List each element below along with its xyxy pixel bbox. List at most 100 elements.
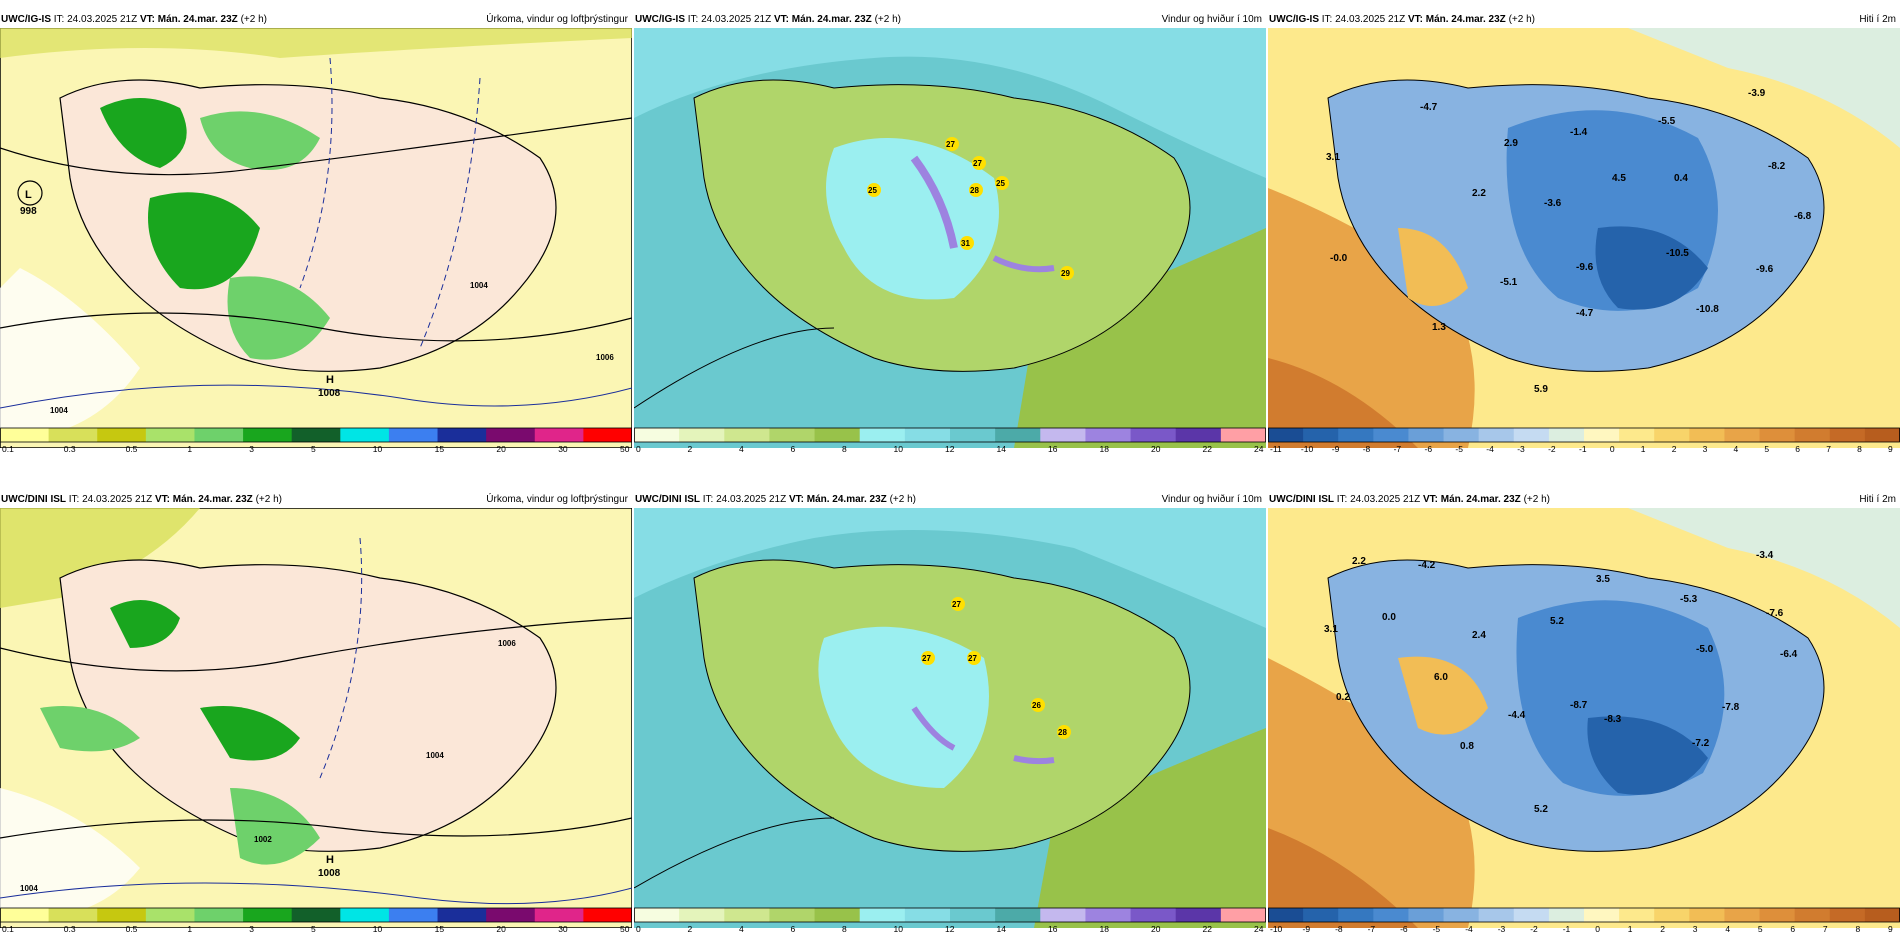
panel-wind-row2: UWC/DINI ISL IT: 24.03.2025 21Z VT: Mán.… <box>634 490 1266 950</box>
isotherm <box>419 77 481 349</box>
legend-swatch <box>1268 908 1304 922</box>
lead-time: (+2 h) <box>874 14 901 25</box>
legend-swatch <box>1220 428 1266 442</box>
legend-swatch <box>1040 908 1086 922</box>
legend-tick-label: 8 <box>842 444 847 454</box>
temp-value: -10.5 <box>1666 248 1689 259</box>
valid-time: VT: Mán. 24.mar. 23Z <box>154 494 253 505</box>
precip-legend: 0.1 0.3 0.5 1 3 5 10 15 20 30 50 <box>0 907 632 934</box>
legend-tick-label: 9 <box>1888 924 1893 934</box>
valid-time: VT: Mán. 24.mar. 23Z <box>1422 494 1521 505</box>
init-time: IT: 24.03.2025 21Z <box>1321 14 1406 25</box>
legend-swatch <box>243 428 293 442</box>
gust-label: 27 <box>922 654 931 663</box>
temp-value: -0.0 <box>1330 253 1348 264</box>
legend-swatch <box>1338 908 1374 922</box>
legend-swatch <box>1040 428 1086 442</box>
legend-swatch <box>1373 908 1409 922</box>
legend-frame <box>634 907 1266 923</box>
legend-tick-label: 0 <box>636 924 641 934</box>
legend-tick-label: 5 <box>1758 924 1763 934</box>
panel-title: Vindur og hviður í 10m <box>1161 14 1262 25</box>
valid-time: VT: Mán. 24.mar. 23Z <box>1407 14 1506 25</box>
isobar <box>0 384 632 409</box>
temp-zone <box>1268 828 1418 928</box>
pressure-value: 998 <box>20 206 37 217</box>
legend-tick-label: 1 <box>1641 444 1646 454</box>
legend-tick-label: 50 <box>620 924 630 934</box>
legend-swatch <box>534 908 584 922</box>
legend-tick-label: 24 <box>1254 444 1264 454</box>
legend-swatch <box>388 428 439 442</box>
legend-swatch <box>1724 428 1761 442</box>
legend-tick-label: 2 <box>1672 444 1677 454</box>
precip-legend: 0.1 0.3 0.5 1 3 5 10 15 20 30 50 <box>0 427 632 454</box>
legend-tick-label: -2 <box>1548 444 1556 454</box>
gust-label: 27 <box>973 159 982 168</box>
init-time: IT: 24.03.2025 21Z <box>687 14 772 25</box>
legend-swatch <box>291 908 341 922</box>
legend-tick-label: 15 <box>435 924 445 934</box>
isobar <box>0 117 632 176</box>
legend-frame <box>634 427 1266 443</box>
legend-tick-label: -10 <box>1301 444 1314 454</box>
temp-value: 5.2 <box>1550 616 1564 627</box>
valid-time: VT: Mán. 24.mar. 23Z <box>788 494 887 505</box>
legend-swatch <box>769 908 816 922</box>
panel-title: Úrkoma, vindur og loftþrýstingur <box>486 494 628 505</box>
model-name: UWC/DINI ISL <box>1 494 66 505</box>
legend-tick-label: 0.3 <box>64 444 76 454</box>
legend-tick-label: 16 <box>1048 924 1058 934</box>
legend-tick-label: 5 <box>1764 444 1769 454</box>
legend-tick-label: 24 <box>1254 924 1264 934</box>
temp-labels: 2.2 -4.2 -3.4 3.5 3.1 0.0 2.4 5.2 -5.3 -… <box>1324 550 1798 815</box>
legend-tick-label: 3 <box>1703 444 1708 454</box>
legend-tick-label: 18 <box>1100 924 1110 934</box>
temp-zone <box>1628 28 1900 148</box>
temp-zone <box>1268 358 1418 448</box>
legend-swatch <box>1864 428 1900 442</box>
gust-label: 26 <box>1032 701 1041 710</box>
temp-value: 3.5 <box>1596 574 1610 585</box>
init-time: IT: 24.03.2025 21Z <box>68 494 153 505</box>
legend-tick-label: 7 <box>1823 924 1828 934</box>
legend-tick-label: 20 <box>496 924 506 934</box>
legend-swatch <box>0 428 50 442</box>
legend-swatch <box>243 908 293 922</box>
legend-swatch <box>340 908 390 922</box>
pressure-value: 1008 <box>318 868 341 879</box>
legend-tick-label: 6 <box>1795 444 1800 454</box>
legend-tick-label: 0 <box>636 444 641 454</box>
legend-swatch <box>1794 908 1831 922</box>
gust-label: 31 <box>961 239 970 248</box>
legend-swatch <box>1175 908 1222 922</box>
pressure-value: 1008 <box>318 388 341 399</box>
temp-value: 4.5 <box>1612 173 1626 184</box>
legend-tick-label: 7 <box>1826 444 1831 454</box>
legend-swatch <box>1130 908 1177 922</box>
legend-tick-label: -8 <box>1363 444 1371 454</box>
temp-value: -5.5 <box>1658 116 1676 127</box>
legend-tick-label: 4 <box>1734 444 1739 454</box>
legend-swatch <box>1654 428 1690 442</box>
legend-swatch <box>950 428 996 442</box>
legend-swatch <box>814 428 861 442</box>
legend-tick-label: 9 <box>1888 444 1893 454</box>
legend-swatch <box>437 908 487 922</box>
precip-map: L 998 H 1008 1004 1006 1004 <box>0 28 632 448</box>
gust-label: 27 <box>952 600 961 609</box>
wind-zone <box>818 626 989 788</box>
lead-time: (+2 h) <box>889 494 916 505</box>
isobar-label: 1004 <box>470 281 488 290</box>
lead-time: (+2 h) <box>1523 494 1550 505</box>
legend-swatch <box>859 908 906 922</box>
low-pressure-label: L <box>25 189 32 201</box>
region-border <box>634 327 835 409</box>
legend-swatch <box>1303 908 1339 922</box>
legend-tick-label: -5 <box>1433 924 1441 934</box>
legend-tick-label: 1 <box>187 444 192 454</box>
legend-swatch <box>48 428 98 442</box>
legend-swatch <box>904 908 951 922</box>
legend-tick-label: -1 <box>1579 444 1587 454</box>
legend-swatch <box>1584 908 1620 922</box>
